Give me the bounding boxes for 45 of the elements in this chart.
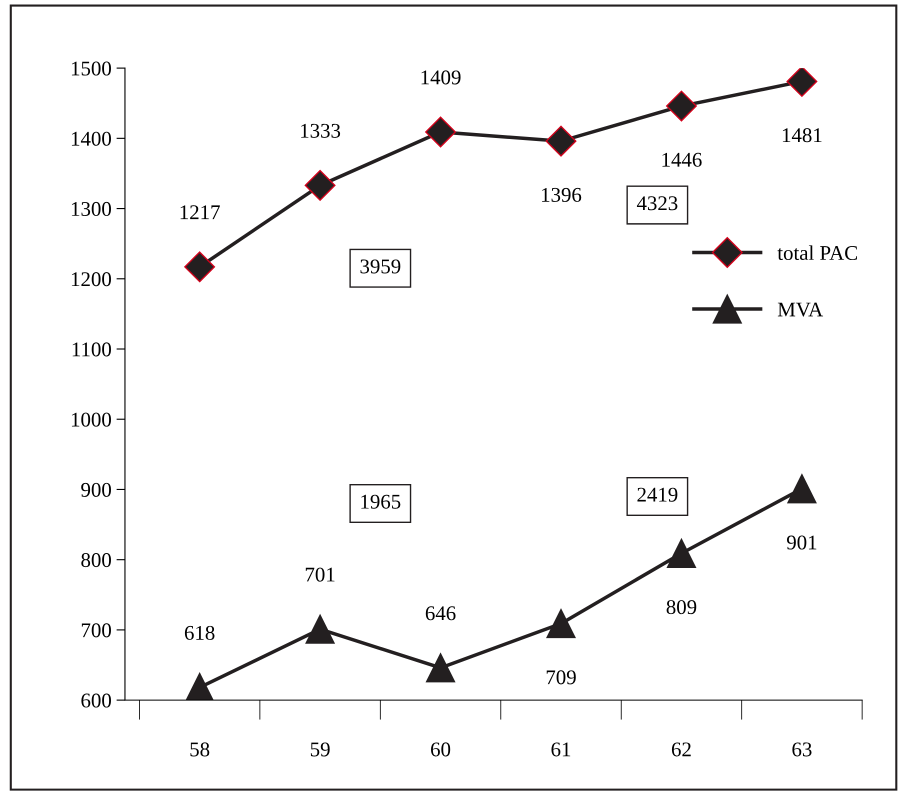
data-label: 709 bbox=[546, 670, 576, 684]
annotation: 4323 bbox=[636, 196, 678, 210]
x-tick-label: 60 bbox=[431, 742, 450, 756]
y-tick-label: 1200 bbox=[72, 272, 111, 286]
point bbox=[546, 126, 576, 157]
data-label: 1333 bbox=[301, 124, 340, 138]
y-tick-label: 1500 bbox=[72, 61, 111, 76]
y-tick-label: 600 bbox=[81, 694, 111, 708]
point bbox=[425, 116, 456, 148]
data-label: 809 bbox=[666, 600, 696, 614]
legend-label: total PAC bbox=[777, 245, 857, 260]
point bbox=[304, 170, 336, 201]
y-tick-label: 1000 bbox=[72, 412, 111, 427]
point bbox=[666, 90, 697, 122]
y-tick-label: 800 bbox=[81, 553, 111, 568]
data-label: 1481 bbox=[782, 128, 822, 142]
data-label: 901 bbox=[786, 535, 816, 550]
legend-label: MVA bbox=[778, 302, 824, 317]
data-label: 1396 bbox=[542, 188, 582, 202]
point bbox=[786, 68, 818, 97]
annotation: 2419 bbox=[637, 488, 678, 502]
data-label: 1409 bbox=[422, 70, 461, 84]
x-tick-label: 58 bbox=[190, 742, 210, 756]
y-tick-label: 900 bbox=[81, 482, 111, 497]
data-label: 618 bbox=[184, 626, 214, 640]
data-label: 1217 bbox=[180, 205, 220, 220]
y-tick-label: 1100 bbox=[72, 342, 111, 356]
x-tick-label: 59 bbox=[310, 742, 330, 756]
data-label: 1446 bbox=[662, 152, 702, 167]
data-label: 646 bbox=[426, 606, 456, 620]
point bbox=[306, 614, 335, 644]
y-tick-label: 700 bbox=[82, 623, 111, 638]
x-tick-label: 61 bbox=[551, 742, 570, 756]
annotation: 3959 bbox=[360, 259, 400, 274]
point bbox=[666, 538, 696, 568]
y-tick-label: 1300 bbox=[72, 202, 111, 216]
point bbox=[546, 609, 576, 638]
data-label: 701 bbox=[306, 568, 334, 582]
point bbox=[426, 653, 456, 682]
annotation: 1965 bbox=[361, 494, 400, 509]
point bbox=[787, 474, 816, 504]
point bbox=[184, 251, 216, 282]
y-tick-label: 1400 bbox=[72, 132, 111, 146]
x-tick-label: 62 bbox=[672, 742, 691, 756]
x-tick-label: 63 bbox=[792, 742, 812, 756]
